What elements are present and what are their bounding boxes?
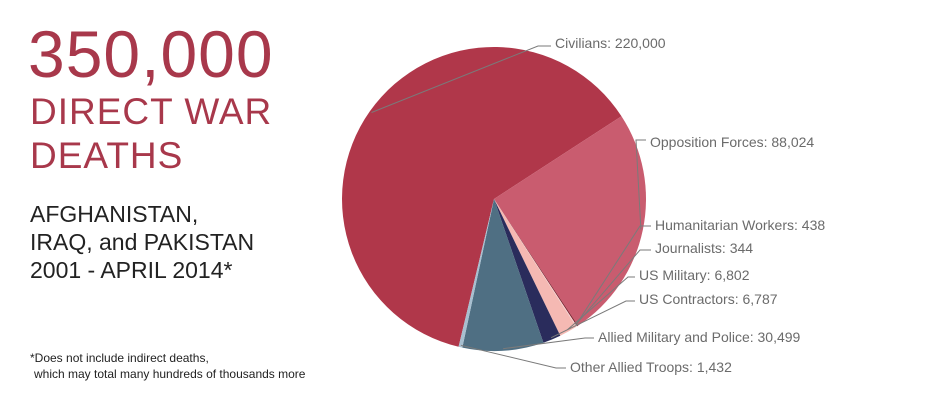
pie-slice-2 bbox=[494, 116, 647, 326]
leader-line-3 bbox=[575, 225, 651, 325]
headline-line-2: DEATHS bbox=[30, 135, 184, 176]
pie-slice-1 bbox=[342, 46, 622, 347]
leader-line-8 bbox=[460, 344, 566, 369]
leader-line-2 bbox=[635, 139, 646, 230]
slice-label-8: Other Allied Troops: 1,432 bbox=[570, 359, 732, 375]
leader-line-5 bbox=[567, 276, 635, 331]
slice-label-6: US Contractors: 6,787 bbox=[639, 291, 778, 307]
pie-slice-4 bbox=[494, 199, 578, 327]
footnote-line-1: *Does not include indirect deaths, bbox=[30, 351, 209, 365]
pie-slices bbox=[342, 46, 647, 352]
slice-label-7: Allied Military and Police: 30,499 bbox=[598, 329, 801, 345]
slice-label-4: Journalists: 344 bbox=[655, 240, 753, 256]
pie-slice-8 bbox=[458, 199, 494, 348]
headline-line-1: DIRECT WAR bbox=[30, 91, 273, 132]
subtitle-line-1: AFGHANISTAN, bbox=[30, 201, 199, 227]
leader-line-1 bbox=[371, 45, 551, 113]
slice-label-3: Humanitarian Workers: 438 bbox=[655, 217, 825, 233]
slice-label-5: US Military: 6,802 bbox=[639, 267, 750, 283]
headline-number: 350,000 bbox=[28, 17, 274, 91]
footnote-line-2: which may total many hundreds of thousan… bbox=[34, 367, 306, 381]
slice-label-1: Civilians: 220,000 bbox=[555, 35, 666, 51]
leader-line-4 bbox=[575, 249, 651, 326]
pie-slice-6 bbox=[494, 199, 561, 343]
slice-labels: Civilians: 220,000 Opposition Forces: 88,… bbox=[555, 35, 825, 375]
pie-slice-5 bbox=[494, 199, 577, 336]
slice-label-2: Opposition Forces: 88,024 bbox=[650, 134, 814, 150]
pie-slice-7 bbox=[462, 199, 544, 352]
leader-line-6 bbox=[550, 300, 635, 339]
subtitle-line-2: IRAQ, and PAKISTAN bbox=[30, 229, 255, 255]
leader-line-7 bbox=[503, 337, 594, 350]
subtitle-line-3: 2001 - APRIL 2014* bbox=[30, 257, 233, 283]
leader-lines bbox=[371, 45, 651, 369]
pie-slice-3 bbox=[494, 199, 579, 327]
